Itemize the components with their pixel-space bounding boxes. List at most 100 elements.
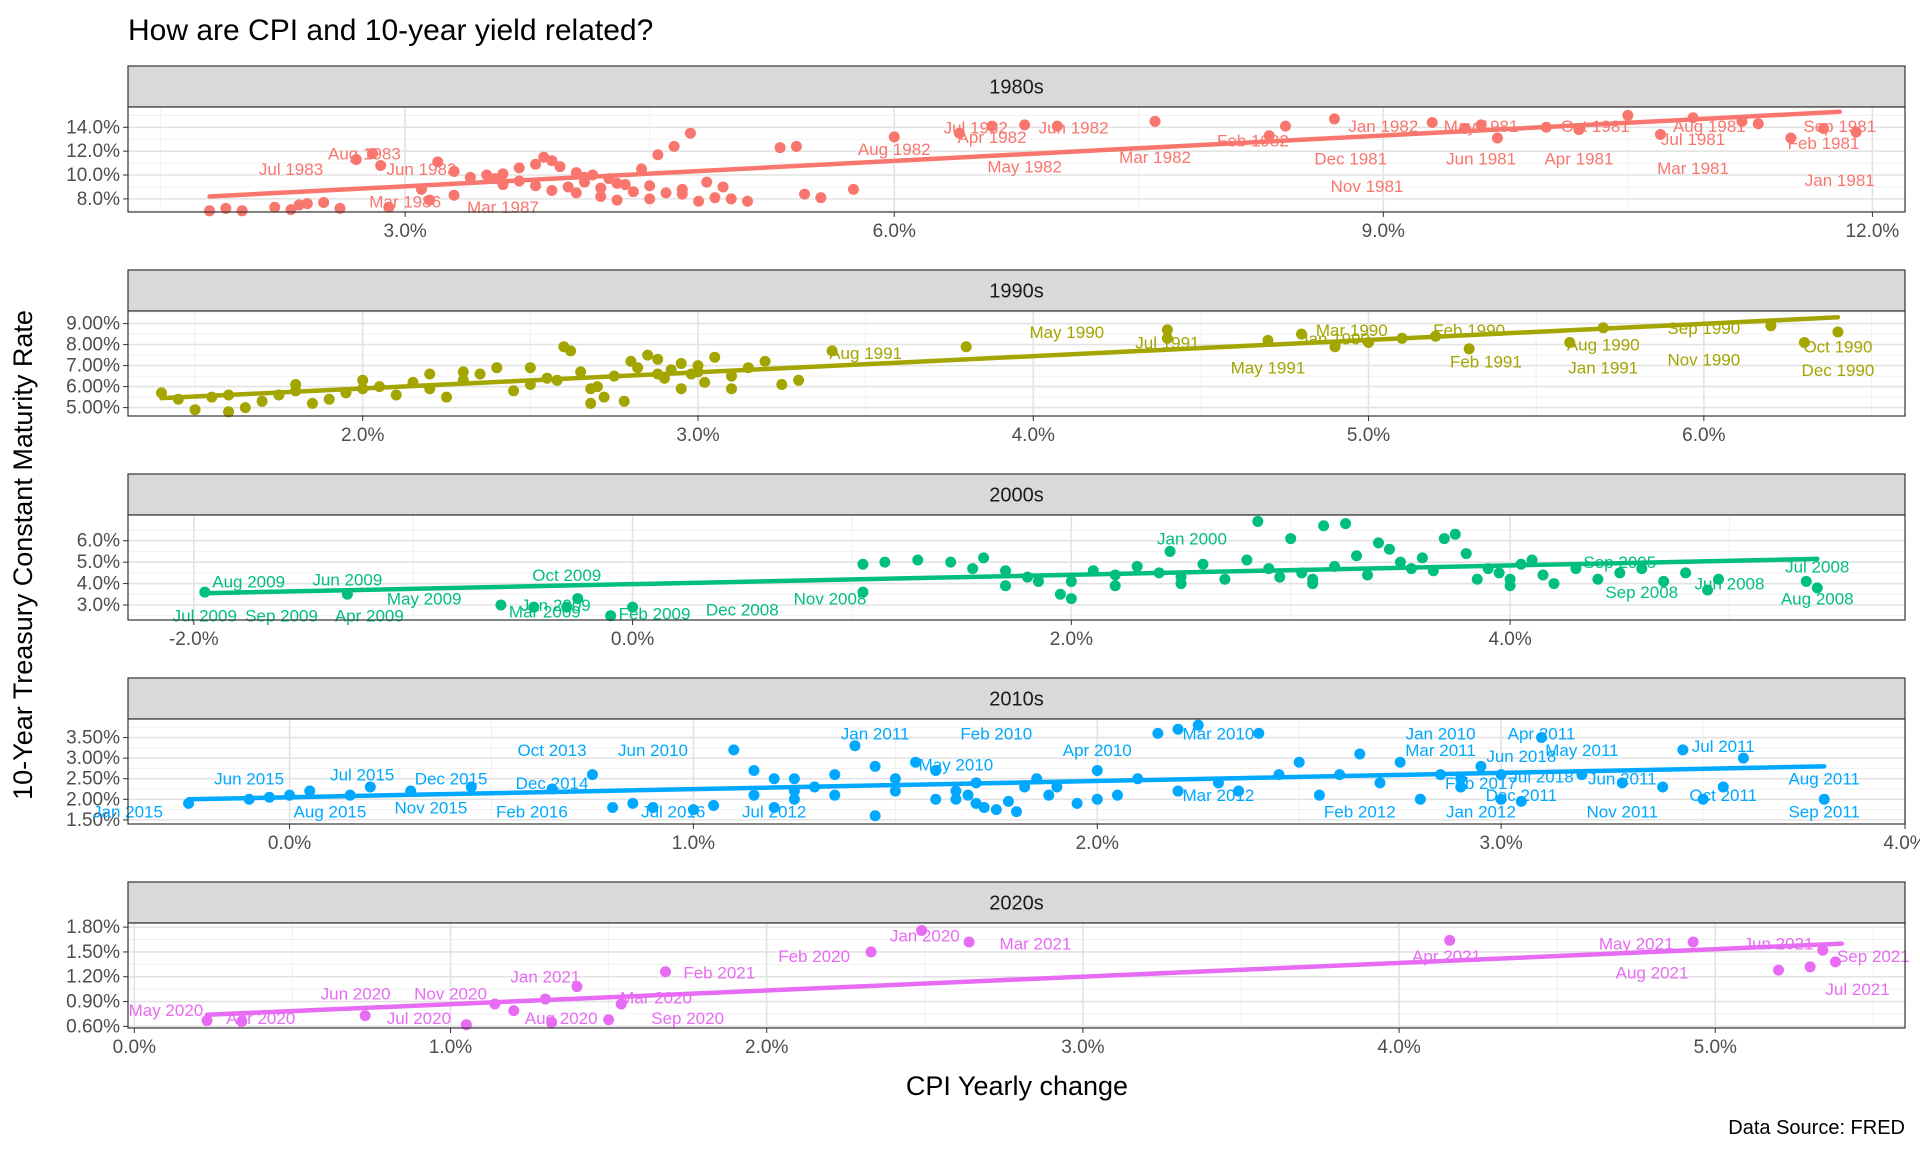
data-point <box>962 789 974 801</box>
data-point <box>1295 328 1307 340</box>
point-label: Jun 2011 <box>1588 770 1657 789</box>
data-point <box>990 804 1002 816</box>
point-label: Aug 2008 <box>1781 590 1854 609</box>
data-source-caption: Data Source: FRED <box>1728 1117 1905 1139</box>
data-point <box>293 199 305 211</box>
point-label: Jun 2015 <box>214 770 284 789</box>
data-point <box>1548 578 1560 590</box>
data-point <box>524 362 536 374</box>
point-label: Oct 2009 <box>532 566 601 585</box>
data-point <box>585 383 597 395</box>
data-point <box>236 205 248 217</box>
data-point <box>1164 545 1176 557</box>
y-tick-label: 9.00% <box>66 314 120 335</box>
facet-strip <box>127 473 1906 516</box>
point-label: Feb 1982 <box>1217 131 1289 150</box>
data-point <box>889 785 901 797</box>
x-tick-label: 3.0% <box>383 221 426 242</box>
y-tick-label: 1.50% <box>66 942 120 963</box>
data-point <box>1091 764 1103 776</box>
point-label: Jul 1983 <box>259 160 323 179</box>
data-point <box>448 165 460 177</box>
point-label: Jun 2009 <box>312 570 382 589</box>
data-point <box>390 389 402 401</box>
point-label: Apr 2010 <box>1063 741 1132 760</box>
point-label: Feb 2012 <box>1324 803 1396 822</box>
data-point <box>701 176 713 188</box>
data-point <box>383 201 395 213</box>
data-point <box>1172 785 1184 797</box>
y-tick-label: 12.0% <box>66 141 120 162</box>
data-point <box>1438 533 1450 545</box>
point-label: Jan 1982 <box>1348 117 1418 136</box>
data-point <box>726 383 738 395</box>
point-label: Dec 1981 <box>1314 149 1387 168</box>
data-point <box>1233 785 1245 797</box>
data-point <box>717 181 729 193</box>
point-label: Jun 1983 <box>386 160 456 179</box>
data-point <box>978 802 990 814</box>
y-axis-title: 10-Year Treasury Constant Maturity Rate <box>8 310 38 800</box>
point-label: Nov 2011 <box>1587 803 1659 822</box>
data-point <box>269 201 281 213</box>
point-label: Jan 2010 <box>1406 724 1476 743</box>
x-tick-label: 1.0% <box>672 833 715 854</box>
data-point <box>1383 543 1395 555</box>
data-point <box>538 151 550 163</box>
data-point <box>223 406 235 418</box>
data-point <box>826 345 838 357</box>
data-point <box>357 374 369 386</box>
facet-panel-2010s: 2010s 0.0% 1.0% 2.0% 3.0% 4.0% 1.50%2.00%2.50%… <box>66 677 1920 854</box>
y-tick-label: 10.0% <box>66 165 120 186</box>
data-point <box>603 1014 615 1026</box>
point-label: Apr 1981 <box>1544 149 1613 168</box>
data-point <box>1253 727 1265 739</box>
point-label: Sep 1981 <box>1803 117 1876 136</box>
data-point <box>815 192 827 204</box>
data-point <box>799 188 811 200</box>
data-point <box>1172 723 1184 735</box>
facet-panel-1990s: 1990s 2.0% 3.0% 4.0% 5.0% 6.0% 5.00%6.00%7.00%… <box>66 269 1906 446</box>
data-point <box>236 1015 248 1027</box>
data-point <box>1263 130 1275 142</box>
data-point <box>1372 537 1384 549</box>
x-tick-label: 2.0% <box>1076 833 1119 854</box>
data-point <box>204 205 216 217</box>
data-point <box>1197 558 1209 570</box>
point-label: Jan 2020 <box>890 926 960 945</box>
data-point <box>1449 528 1461 540</box>
point-label: Mar 2020 <box>620 988 692 1007</box>
data-point <box>1765 320 1777 332</box>
data-point <box>1493 567 1505 579</box>
point-label: May 1991 <box>1231 359 1306 378</box>
data-point <box>652 353 664 365</box>
data-point <box>1536 732 1548 744</box>
data-point <box>1752 118 1764 130</box>
data-point <box>1785 132 1797 144</box>
data-point <box>652 149 664 161</box>
point-label: Jul 2016 <box>641 803 705 822</box>
data-point <box>323 393 335 405</box>
y-tick-label: 2.50% <box>66 769 120 790</box>
point-label: Aug 1991 <box>829 344 902 363</box>
data-point <box>930 793 942 805</box>
data-point <box>1043 789 1055 801</box>
data-point <box>676 188 688 200</box>
point-label: Jul 2021 <box>1825 980 1889 999</box>
data-point <box>967 563 979 575</box>
data-point <box>1000 580 1012 592</box>
y-tick-label: 3.00% <box>66 748 120 769</box>
point-label: Dec 2008 <box>706 600 779 619</box>
data-point <box>960 341 972 353</box>
data-point <box>1800 575 1812 587</box>
data-point <box>632 362 644 374</box>
x-tick-label: -2.0% <box>169 629 219 650</box>
data-point <box>1737 752 1749 764</box>
point-label: Jun 2010 <box>618 741 688 760</box>
panel-border <box>127 106 1906 213</box>
point-label: Oct 1990 <box>1803 338 1872 357</box>
data-point <box>699 376 711 388</box>
data-point <box>1657 781 1669 793</box>
data-point <box>950 785 962 797</box>
data-point <box>869 760 881 772</box>
